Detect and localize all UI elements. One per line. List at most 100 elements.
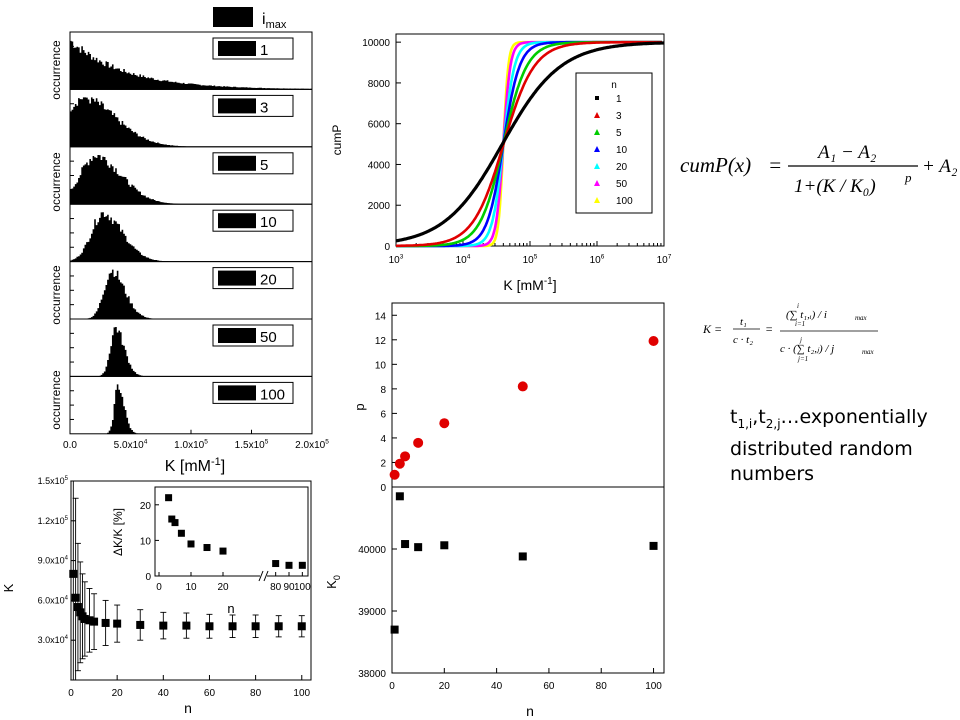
k-point <box>205 622 214 631</box>
k-inset-ytick-label: 0 <box>145 572 151 583</box>
k-inset-point <box>219 547 227 555</box>
p-point <box>648 336 659 347</box>
cump-ytick-label: 2000 <box>368 201 391 212</box>
cump-legend-marker <box>594 197 600 203</box>
cump-xtick-label: 103 <box>389 254 404 267</box>
histogram-xlabel-sup: -1 <box>211 456 221 468</box>
p-point <box>439 418 450 429</box>
k-inset-point <box>165 494 173 502</box>
p-point <box>413 437 424 448</box>
k-ytick-label-base: 6.0x10 <box>38 595 65 605</box>
cump-ytick-label: 0 <box>384 242 390 253</box>
histogram-ylabel: occurrence <box>49 40 63 100</box>
cump-xtick-label-base: 10 <box>523 255 535 266</box>
cump-legend-marker <box>594 163 600 169</box>
k-xtick-label: 20 <box>112 688 124 699</box>
p-point <box>389 469 400 480</box>
k-formula-num-sub: max <box>855 314 868 322</box>
k-formula-num-limit-bottom: i=1 <box>795 320 805 328</box>
cump-ytick-label: 4000 <box>368 160 391 171</box>
histogram-legend-swatch <box>218 328 256 343</box>
cump-formula-tail: + A₂ <box>922 156 958 177</box>
cump-xtick-label-sup: 5 <box>534 254 538 261</box>
k-formula-den-sub: max <box>862 348 875 356</box>
histogram-legend-label: 3 <box>260 99 268 116</box>
k-inset-xtick-label: 10 <box>185 582 197 593</box>
k-ytick-label: 3.0x104 <box>38 635 69 645</box>
k-xtick-label: 80 <box>250 688 262 699</box>
legend-header-swatch <box>213 7 253 27</box>
cump-legend-marker <box>594 180 600 186</box>
k-ytick-label: 6.0x104 <box>38 595 69 605</box>
cump-legend-label: 20 <box>616 162 628 173</box>
k-formula-frac1-den: c · t₂ <box>733 334 753 346</box>
k-point <box>71 593 80 602</box>
k0-xtick-label: 80 <box>596 681 608 692</box>
histogram-legend-label: 100 <box>260 386 285 403</box>
cump-legend-marker <box>594 129 600 135</box>
k-inset: 0 10 20 0 10 20 80 90 100 n ΔK/K [%] <box>111 486 311 616</box>
cump-curve <box>395 40 662 248</box>
k0-point <box>401 540 410 549</box>
histogram-legend-swatch <box>218 41 256 56</box>
cump-legend-marker <box>594 112 600 118</box>
k0-point <box>518 552 527 561</box>
k-frame <box>70 480 312 681</box>
k-ytick-label: 9.0x104 <box>38 556 69 566</box>
k-formula-lhs: K = <box>702 322 722 336</box>
k-point <box>113 619 122 628</box>
histogram-bars <box>70 97 191 147</box>
k0-point <box>440 541 449 550</box>
histogram-legend-swatch <box>218 270 256 286</box>
k-formula: K = t₁ c · t₂ = i (∑ t₁,ᵢ) / i max i=1 j… <box>702 302 878 363</box>
k-point <box>69 569 78 578</box>
k-xtick-label: 40 <box>158 688 170 699</box>
histogram-legend-swatch <box>218 213 256 229</box>
histogram-bars <box>99 327 145 377</box>
k-formula-den-limit-bottom: j=1 <box>797 355 808 363</box>
histogram-legend-swatch <box>218 155 256 171</box>
cump-xtick-label-base: 10 <box>657 255 669 266</box>
cump-legend-label: 3 <box>616 111 622 122</box>
cump-xtick-label-sup: 3 <box>400 254 404 261</box>
histogram-panel: imax 1 3 5 10 20 50 100 occurrence occurrence occu… <box>49 7 329 475</box>
k0-xtick-label: 40 <box>491 681 503 692</box>
cump-series-5 <box>396 40 662 248</box>
cump-xlabel-tail: ] <box>553 277 557 293</box>
histogram-row-10: 10 <box>69 203 313 263</box>
histogram-row-1: 1 <box>69 31 313 90</box>
k-inset-xtick-label: 80 <box>270 582 282 593</box>
histogram-xlabel: K [mM-1] <box>165 456 225 475</box>
cump-formula-den-sup: p <box>904 170 912 185</box>
cump-formula: cumP(x) = A₁ − A₂ 1+(K / K₀) p + A₂ <box>680 142 958 197</box>
histogram-row-5: 5 <box>69 146 313 205</box>
histogram-bars <box>86 269 156 319</box>
cump-legend-marker <box>595 96 599 100</box>
histogram-legend-label: 1 <box>260 42 268 59</box>
cump-xtick-label-sup: 6 <box>601 254 605 261</box>
histogram-legend-label: 10 <box>260 214 277 231</box>
k-formula-num-limit-top: i <box>797 302 799 310</box>
k-point <box>85 616 94 625</box>
p-frame <box>391 302 665 488</box>
k0-xtick-label: 60 <box>543 681 555 692</box>
k-inset-xtick-label: 0 <box>156 582 162 593</box>
k-point <box>136 620 145 629</box>
note-sep: , <box>752 406 759 428</box>
cump-ytick-label: 8000 <box>368 79 391 90</box>
p-ytick-label: 4 <box>380 434 386 445</box>
cump-legend-box <box>575 72 653 214</box>
cump-legend-label: 50 <box>616 179 628 190</box>
k-inset-axis-break <box>263 570 269 582</box>
cump-legend: n 1 3 5 10 20 50 100 <box>575 72 653 214</box>
histogram-bars <box>70 40 312 90</box>
cump-xlabel-main: K [mM <box>503 277 543 293</box>
k-point <box>90 617 99 626</box>
histogram-row-50: 50 <box>69 318 313 377</box>
histogram-bars <box>70 212 169 262</box>
cump-xtick-label-sup: 7 <box>668 254 672 261</box>
cump-xlabel: K [mM-1] <box>503 276 556 293</box>
histogram-xtick-label-base: 1.0x10 <box>174 440 204 451</box>
